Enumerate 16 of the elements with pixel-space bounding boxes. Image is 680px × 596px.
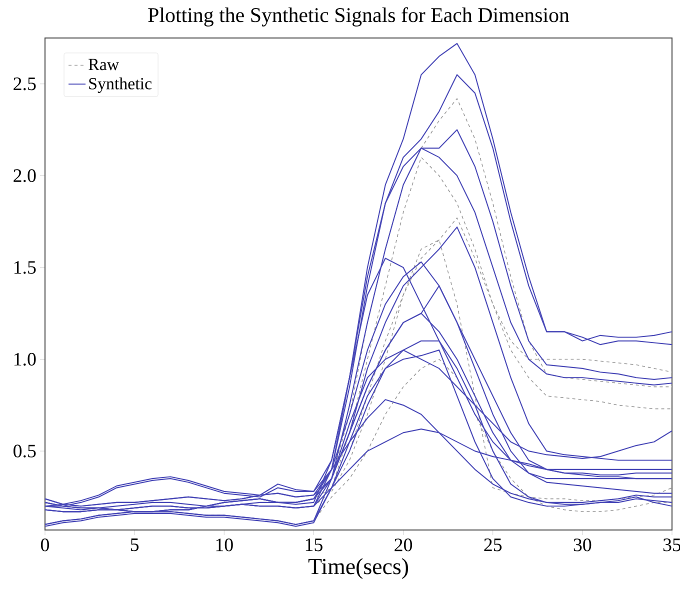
x-tick-label: 25 [484, 538, 502, 552]
x-tick-label: 5 [130, 538, 139, 552]
x-axis-title: Time(secs) [308, 558, 408, 579]
y-tick-label: 0.5 [14, 444, 36, 458]
x-tick-label: 30 [574, 538, 592, 552]
x-tick-label: 10 [216, 538, 233, 552]
y-tick-label: 2.5 [14, 77, 36, 90]
legend-label: Synthetic [89, 77, 152, 93]
legend-label: Raw [88, 58, 120, 70]
x-tick-label: 20 [394, 538, 412, 552]
x-tick-label: 0 [40, 538, 49, 552]
x-tick-label: 15 [306, 538, 322, 552]
y-tick-label: 1.5 [14, 261, 36, 274]
y-tick-label: 1.0 [14, 352, 36, 366]
y-tick-label: 2.0 [14, 169, 36, 182]
chart-title: Plotting the Synthetic Signals for Each Dimension [148, 7, 570, 26]
